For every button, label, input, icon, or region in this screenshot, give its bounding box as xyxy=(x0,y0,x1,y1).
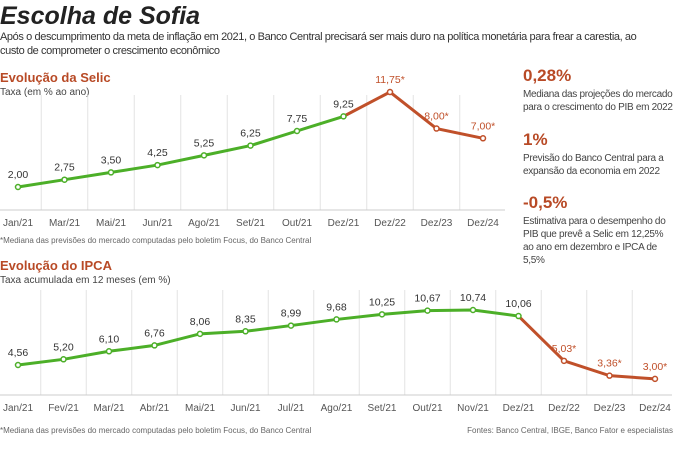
x-tick-label: Dez/22 xyxy=(548,403,580,414)
x-tick-label: Dez/23 xyxy=(594,403,626,414)
data-point xyxy=(293,127,301,135)
data-label: 8,00* xyxy=(424,111,449,123)
x-tick-label: Mar/21 xyxy=(93,403,125,414)
data-point xyxy=(433,125,440,132)
data-point xyxy=(469,306,477,314)
data-point xyxy=(105,348,113,355)
data-point xyxy=(424,307,431,314)
infographic-title: Escolha de Sofia xyxy=(0,2,201,30)
data-label: 3,00* xyxy=(643,361,668,373)
data-point xyxy=(340,113,347,120)
data-point xyxy=(151,342,158,349)
x-tick-label: Dez/23 xyxy=(421,218,453,229)
x-tick-label: Fev/21 xyxy=(48,403,79,414)
data-label: 10,74 xyxy=(460,292,486,304)
data-label: 8,35 xyxy=(235,313,256,325)
subtitle: custo de comprometer o crescimento econô… xyxy=(0,45,220,57)
data-point xyxy=(479,135,487,142)
x-tick-label: Ago/21 xyxy=(188,218,220,229)
data-label: 10,06 xyxy=(505,298,531,310)
data-point xyxy=(515,312,522,320)
data-point xyxy=(61,176,68,183)
data-label: 2,75 xyxy=(54,162,75,174)
x-tick-label: Mai/21 xyxy=(185,403,215,414)
data-label: 10,25 xyxy=(369,296,395,308)
data-label: 7,00* xyxy=(471,120,496,132)
x-tick-label: Jan/21 xyxy=(3,403,33,414)
data-label: 2,00 xyxy=(8,169,29,181)
x-tick-label: Dez/21 xyxy=(328,218,360,229)
data-point xyxy=(247,142,254,149)
x-tick-label: Dez/22 xyxy=(374,218,406,229)
data-point xyxy=(378,311,386,318)
fact-value: 0,28% xyxy=(523,66,572,85)
x-tick-label: Jul/21 xyxy=(278,403,305,414)
x-tick-label: Jun/21 xyxy=(230,403,260,414)
data-point xyxy=(154,161,161,169)
x-tick-label: Jun/21 xyxy=(142,218,172,229)
x-tick-label: Ago/21 xyxy=(321,403,353,414)
fact-value: -0,5% xyxy=(523,193,568,212)
data-point xyxy=(651,375,659,383)
subtitle: Após o descumprimento da meta de inflaçã… xyxy=(0,31,637,43)
data-label: 5,25 xyxy=(194,137,215,149)
data-label: 6,76 xyxy=(144,327,165,339)
data-point xyxy=(200,152,208,159)
data-label: 10,67 xyxy=(414,293,440,305)
data-point xyxy=(14,361,22,369)
ipca-chart-title: Evolução do IPCA xyxy=(0,258,112,273)
selic-note: *Mediana das previsões do mercado comput… xyxy=(0,236,312,245)
selic-unit: Taxa (em % ao ano) xyxy=(0,87,90,98)
source: Fontes: Banco Central, IBGE, Banco Fator… xyxy=(467,426,673,435)
selic-chart-title: Evolução da Selic xyxy=(0,70,111,85)
x-tick-label: Jan/21 xyxy=(3,218,33,229)
data-label: 5,20 xyxy=(53,341,74,353)
data-label: 3,36* xyxy=(597,358,622,370)
x-tick-label: Abr/21 xyxy=(140,403,170,414)
actual-series-line xyxy=(17,308,519,367)
x-tick-label: Out/21 xyxy=(412,403,442,414)
actual-series-line xyxy=(17,114,344,189)
fact-text: Estimativa para o desempenho do PIB que … xyxy=(523,216,666,266)
data-label: 6,25 xyxy=(240,128,261,140)
x-tick-label: Nov/21 xyxy=(457,403,489,414)
x-tick-label: Mai/21 xyxy=(96,218,126,229)
data-point xyxy=(107,169,115,176)
data-label: 7,75 xyxy=(287,113,308,125)
data-label: 9,25 xyxy=(333,98,354,110)
data-label: 8,06 xyxy=(190,316,211,328)
ipca-unit: Taxa acumulada em 12 meses (em %) xyxy=(0,275,171,286)
x-tick-label: Mar/21 xyxy=(49,218,81,229)
data-point xyxy=(60,356,67,363)
data-label: 11,75* xyxy=(375,74,405,86)
data-label: 8,99 xyxy=(281,308,302,320)
projection-series-line xyxy=(517,314,656,381)
x-tick-label: Out/21 xyxy=(282,218,312,229)
data-point xyxy=(14,183,22,191)
x-tick-label: Dez/24 xyxy=(467,218,499,229)
fact-value: 1% xyxy=(523,130,548,149)
fact-text: Mediana das projeções do mercado para o … xyxy=(523,89,673,113)
data-label: 4,25 xyxy=(147,147,168,159)
data-point xyxy=(242,328,249,335)
x-tick-label: Dez/21 xyxy=(503,403,535,414)
data-label: 5,03* xyxy=(552,343,577,355)
x-tick-label: Set/21 xyxy=(236,218,265,229)
data-point xyxy=(386,88,394,96)
ipca-note: *Mediana das previsões do mercado comput… xyxy=(0,426,312,435)
data-label: 9,68 xyxy=(326,301,347,313)
fact-text: Previsão do Banco Central para a expansã… xyxy=(523,153,664,177)
data-label: 6,10 xyxy=(99,333,120,345)
x-tick-label: Set/21 xyxy=(368,403,397,414)
data-point xyxy=(333,316,340,323)
x-tick-label: Dez/24 xyxy=(639,403,671,414)
data-label: 4,56 xyxy=(8,347,29,359)
projection-series-line xyxy=(342,90,484,140)
data-point xyxy=(560,357,568,365)
data-point xyxy=(287,322,295,329)
data-label: 3,50 xyxy=(101,154,122,166)
data-point xyxy=(606,372,613,379)
data-point xyxy=(196,330,204,338)
